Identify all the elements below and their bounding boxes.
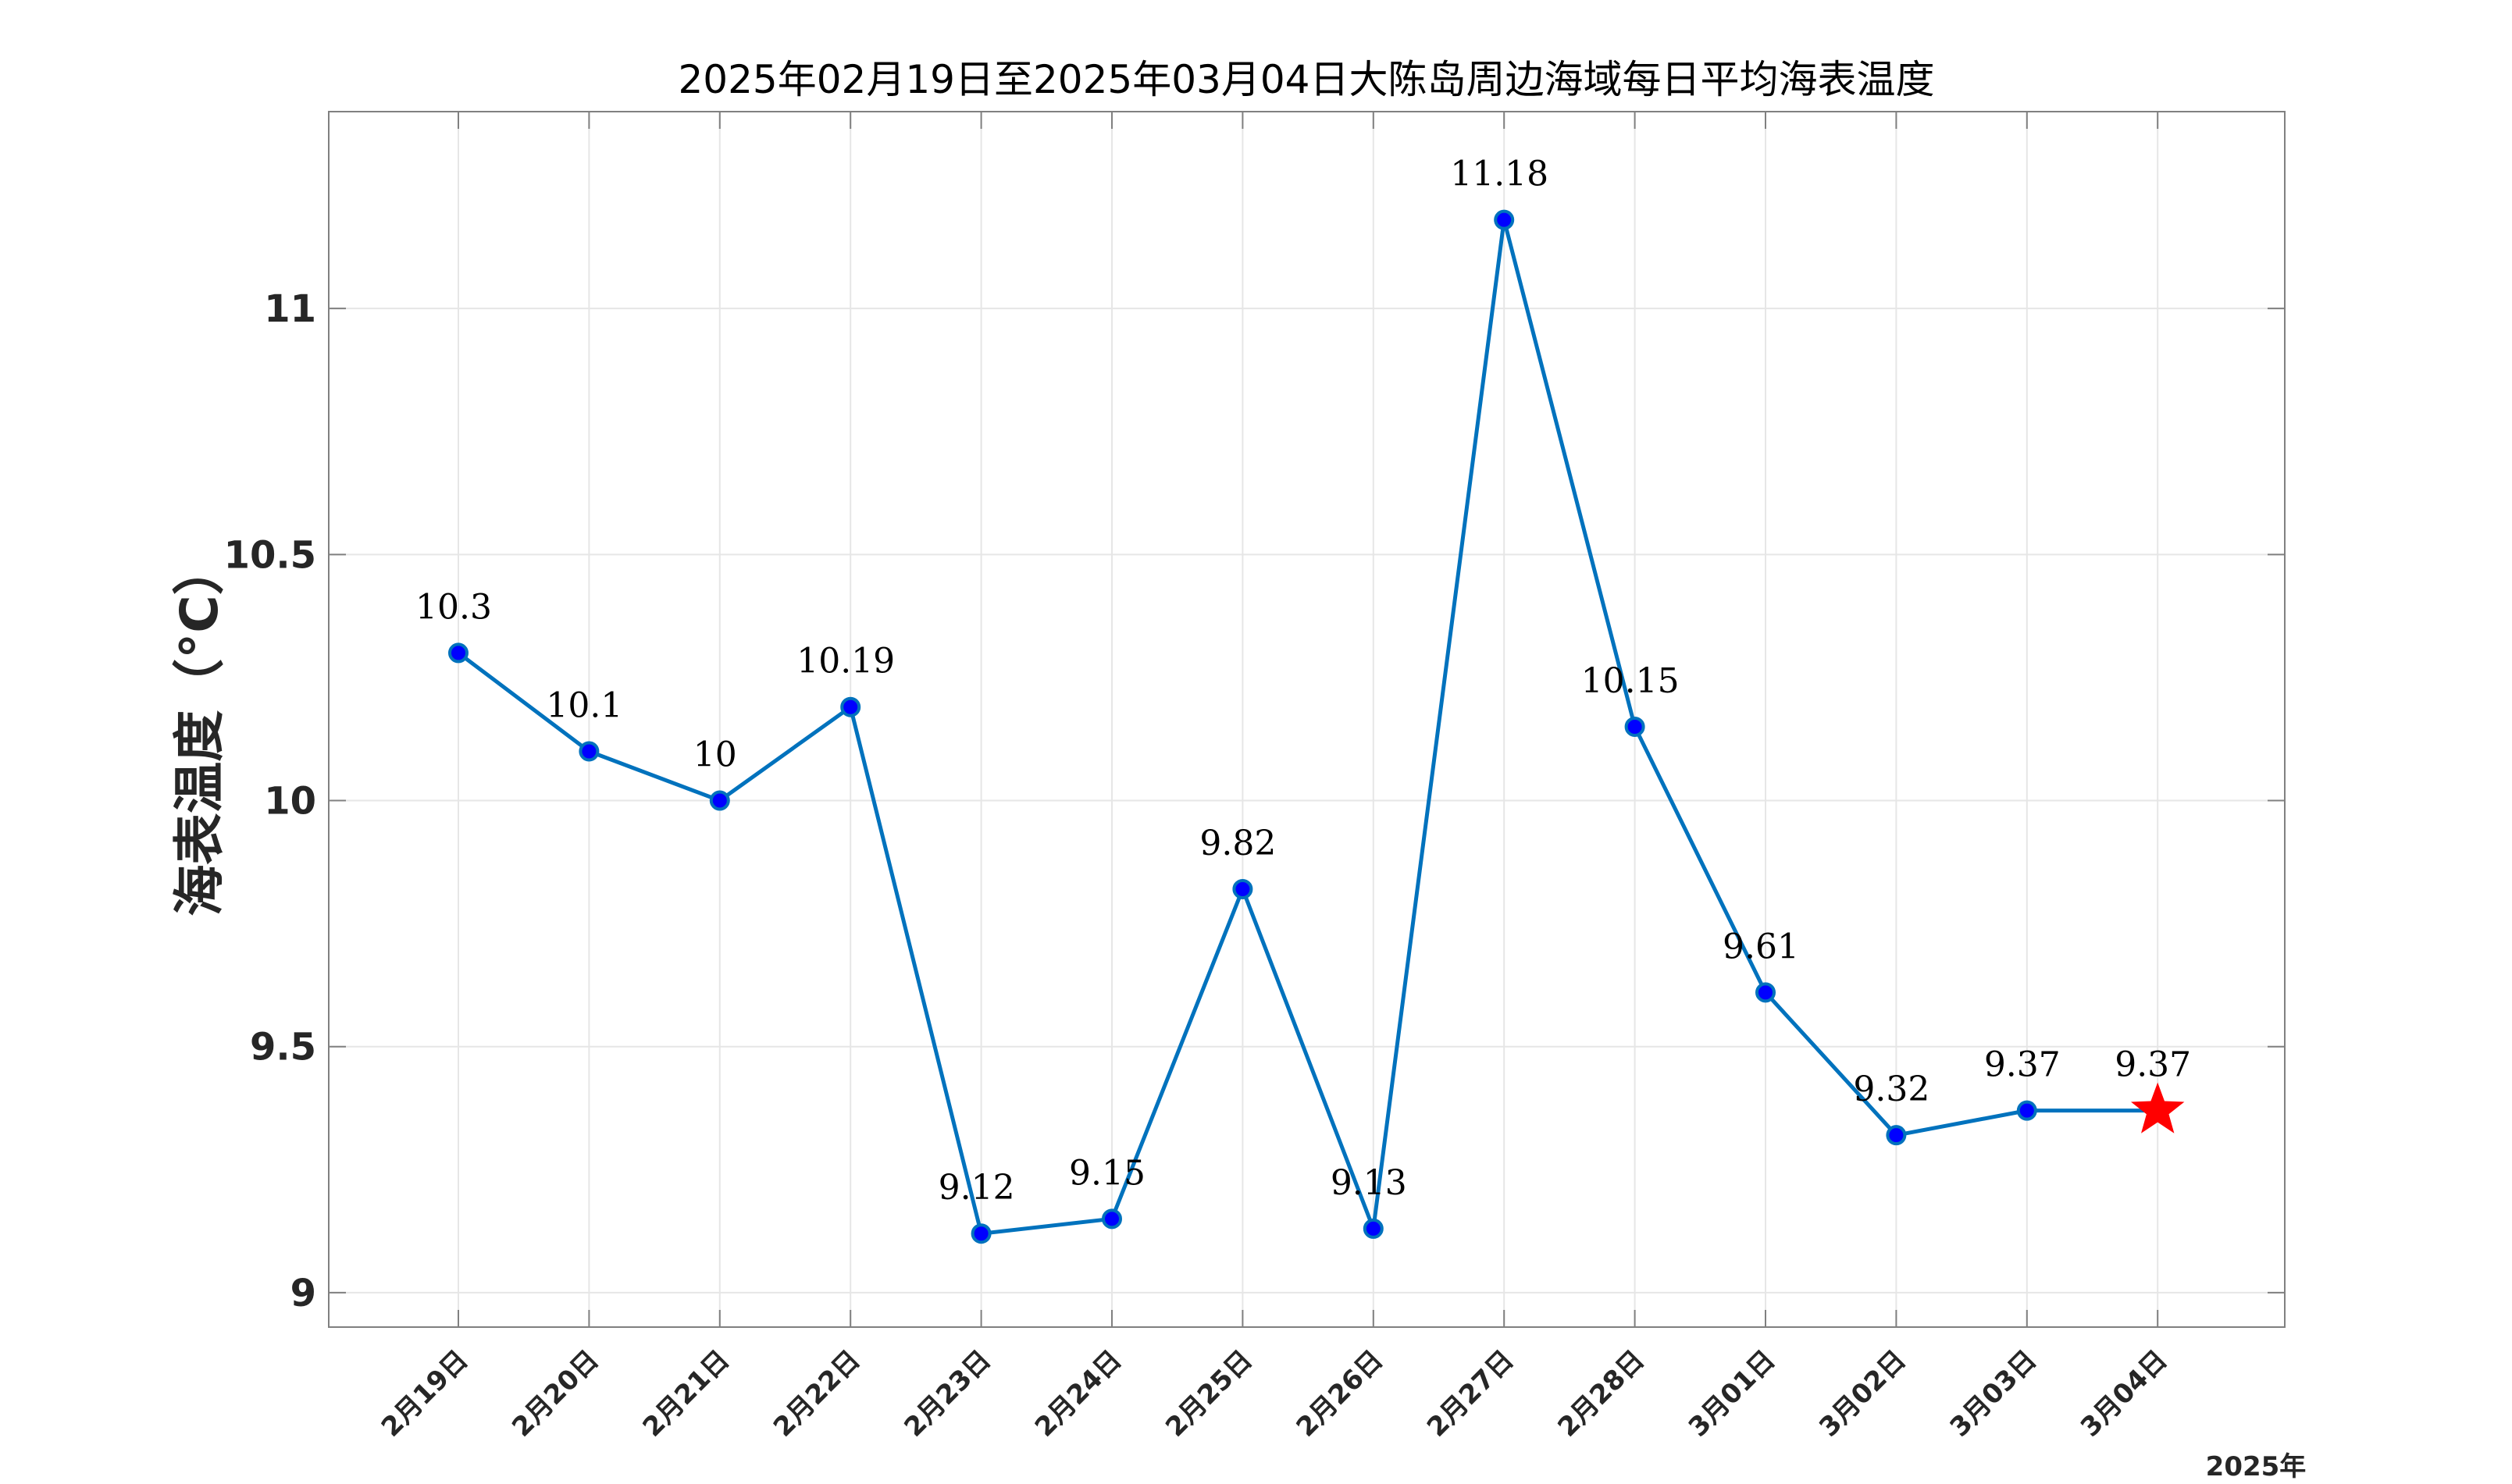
data-point — [1232, 878, 1253, 899]
last-point-star-marker — [2131, 1082, 2185, 1133]
data-label: 9.37 — [2115, 1045, 2191, 1085]
data-point — [1494, 209, 1515, 230]
data-point — [1624, 716, 1645, 737]
data-label: 9.13 — [1331, 1163, 1407, 1203]
y-tick-label: 10 — [264, 780, 316, 824]
x-tick-label: 2月19日 — [376, 1344, 475, 1443]
data-label: 9.15 — [1069, 1153, 1146, 1193]
data-point — [2016, 1100, 2037, 1121]
y-axis-label: 海表温度（°C） — [169, 543, 230, 916]
x-tick-label: 2月27日 — [1421, 1344, 1520, 1443]
x-tick-label: 2月23日 — [898, 1344, 997, 1443]
data-label: 10.1 — [546, 685, 622, 725]
data-point — [448, 642, 469, 664]
x-tick-label: 2月22日 — [768, 1344, 867, 1443]
data-label: 11.18 — [1450, 155, 1548, 194]
y-tick-label: 9 — [290, 1272, 316, 1315]
data-label: 9.37 — [1984, 1045, 2061, 1085]
data-label: 9.32 — [1853, 1069, 1929, 1109]
y-tick-label: 10.5 — [224, 533, 316, 577]
x-tick-label: 3月02日 — [1813, 1344, 1912, 1443]
data-point — [709, 790, 730, 811]
y-tick-label: 9.5 — [250, 1026, 316, 1069]
data-point — [579, 741, 600, 762]
chart-title: 2025年02月19日至2025年03月04日大陈岛周边海域每日平均海表温度 — [679, 57, 1935, 102]
x-tick-label: 2月21日 — [637, 1344, 736, 1443]
axis-ticks — [329, 112, 2285, 1327]
x-tick-label: 3月01日 — [1683, 1344, 1782, 1443]
data-label: 10.15 — [1581, 661, 1680, 701]
x-tick-label: 2月25日 — [1160, 1344, 1259, 1443]
series-line — [457, 218, 2158, 1236]
data-point — [1886, 1125, 1907, 1146]
x-tick-label: 3月04日 — [2075, 1344, 2174, 1443]
data-label: 10.19 — [796, 642, 895, 682]
data-label: 9.61 — [1723, 927, 1799, 966]
data-point — [971, 1223, 992, 1244]
x-tick-label: 2月26日 — [1291, 1344, 1390, 1443]
data-points — [448, 209, 2185, 1244]
y-tick-label: 11 — [264, 287, 316, 331]
x-tick-label: 2月20日 — [506, 1344, 605, 1443]
y-tick-labels: 9 9.5 10 10.5 11 — [224, 287, 316, 1315]
data-point — [1755, 982, 1776, 1003]
data-point — [840, 696, 861, 717]
data-point — [1363, 1218, 1384, 1239]
data-label: 10.3 — [415, 587, 492, 627]
x-tick-labels: 2月19日 2月20日 2月21日 2月22日 2月23日 2月24日 2月25日 2月26日… — [376, 1344, 2174, 1443]
x-tick-label: 2月24日 — [1029, 1344, 1128, 1443]
series-temperature — [457, 218, 2158, 1236]
data-label: 9.82 — [1199, 824, 1276, 863]
data-labels: 10.3 10.1 10 10.19 9.12 9.15 9.82 9.13 11.18 10.1… — [415, 155, 2191, 1208]
data-label: 9.12 — [939, 1168, 1015, 1208]
x-axis-year-label: 2025年 — [2206, 1451, 2307, 1482]
data-point — [1102, 1208, 1122, 1230]
x-tick-label: 2月28日 — [1552, 1344, 1651, 1443]
data-label: 10 — [693, 735, 737, 775]
x-tick-label: 3月03日 — [1944, 1344, 2043, 1443]
plot-area-border — [328, 111, 2286, 1328]
